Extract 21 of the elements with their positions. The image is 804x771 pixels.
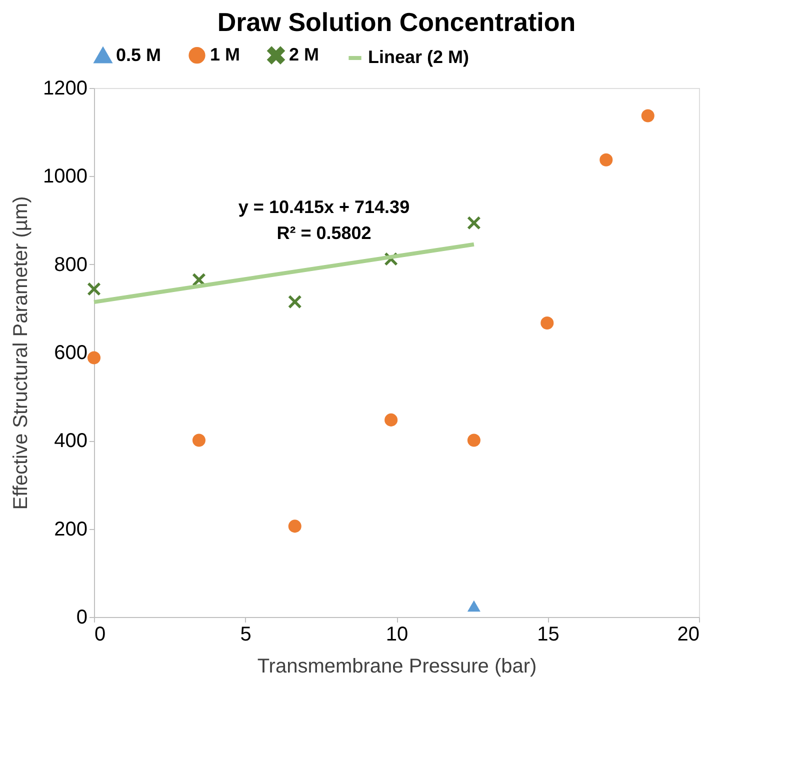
x-tick-label: 0 [94,624,106,646]
legend-label: 1 M [210,44,240,64]
legend-label: Linear (2 M) [368,47,470,67]
y-tick-label: 1200 [43,78,88,100]
annotation: R² = 0.5802 [276,223,372,243]
y-tick-label: 0 [76,606,88,628]
y-tick-label: 800 [54,254,88,276]
x-tick-label: 20 [677,624,700,646]
y-tick-label: 200 [54,518,88,540]
y-tick-label: 600 [54,342,88,364]
annotation: y = 10.415x + 714.39 [238,197,410,217]
y-tick-label: 400 [54,430,88,452]
chart-title: Draw Solution Concentration [217,7,576,37]
x-tick-label: 10 [386,624,408,646]
legend-label: 2 M [289,44,320,64]
y-tick-label: 1000 [43,166,88,188]
x-tick-label: 5 [240,624,252,646]
y-axis-title: Effective Structural Parameter (µm) [10,196,32,510]
x-tick-label: 15 [537,624,560,646]
x-axis-title: Transmembrane Pressure (bar) [257,656,537,678]
legend-label: 0.5 M [116,44,162,65]
